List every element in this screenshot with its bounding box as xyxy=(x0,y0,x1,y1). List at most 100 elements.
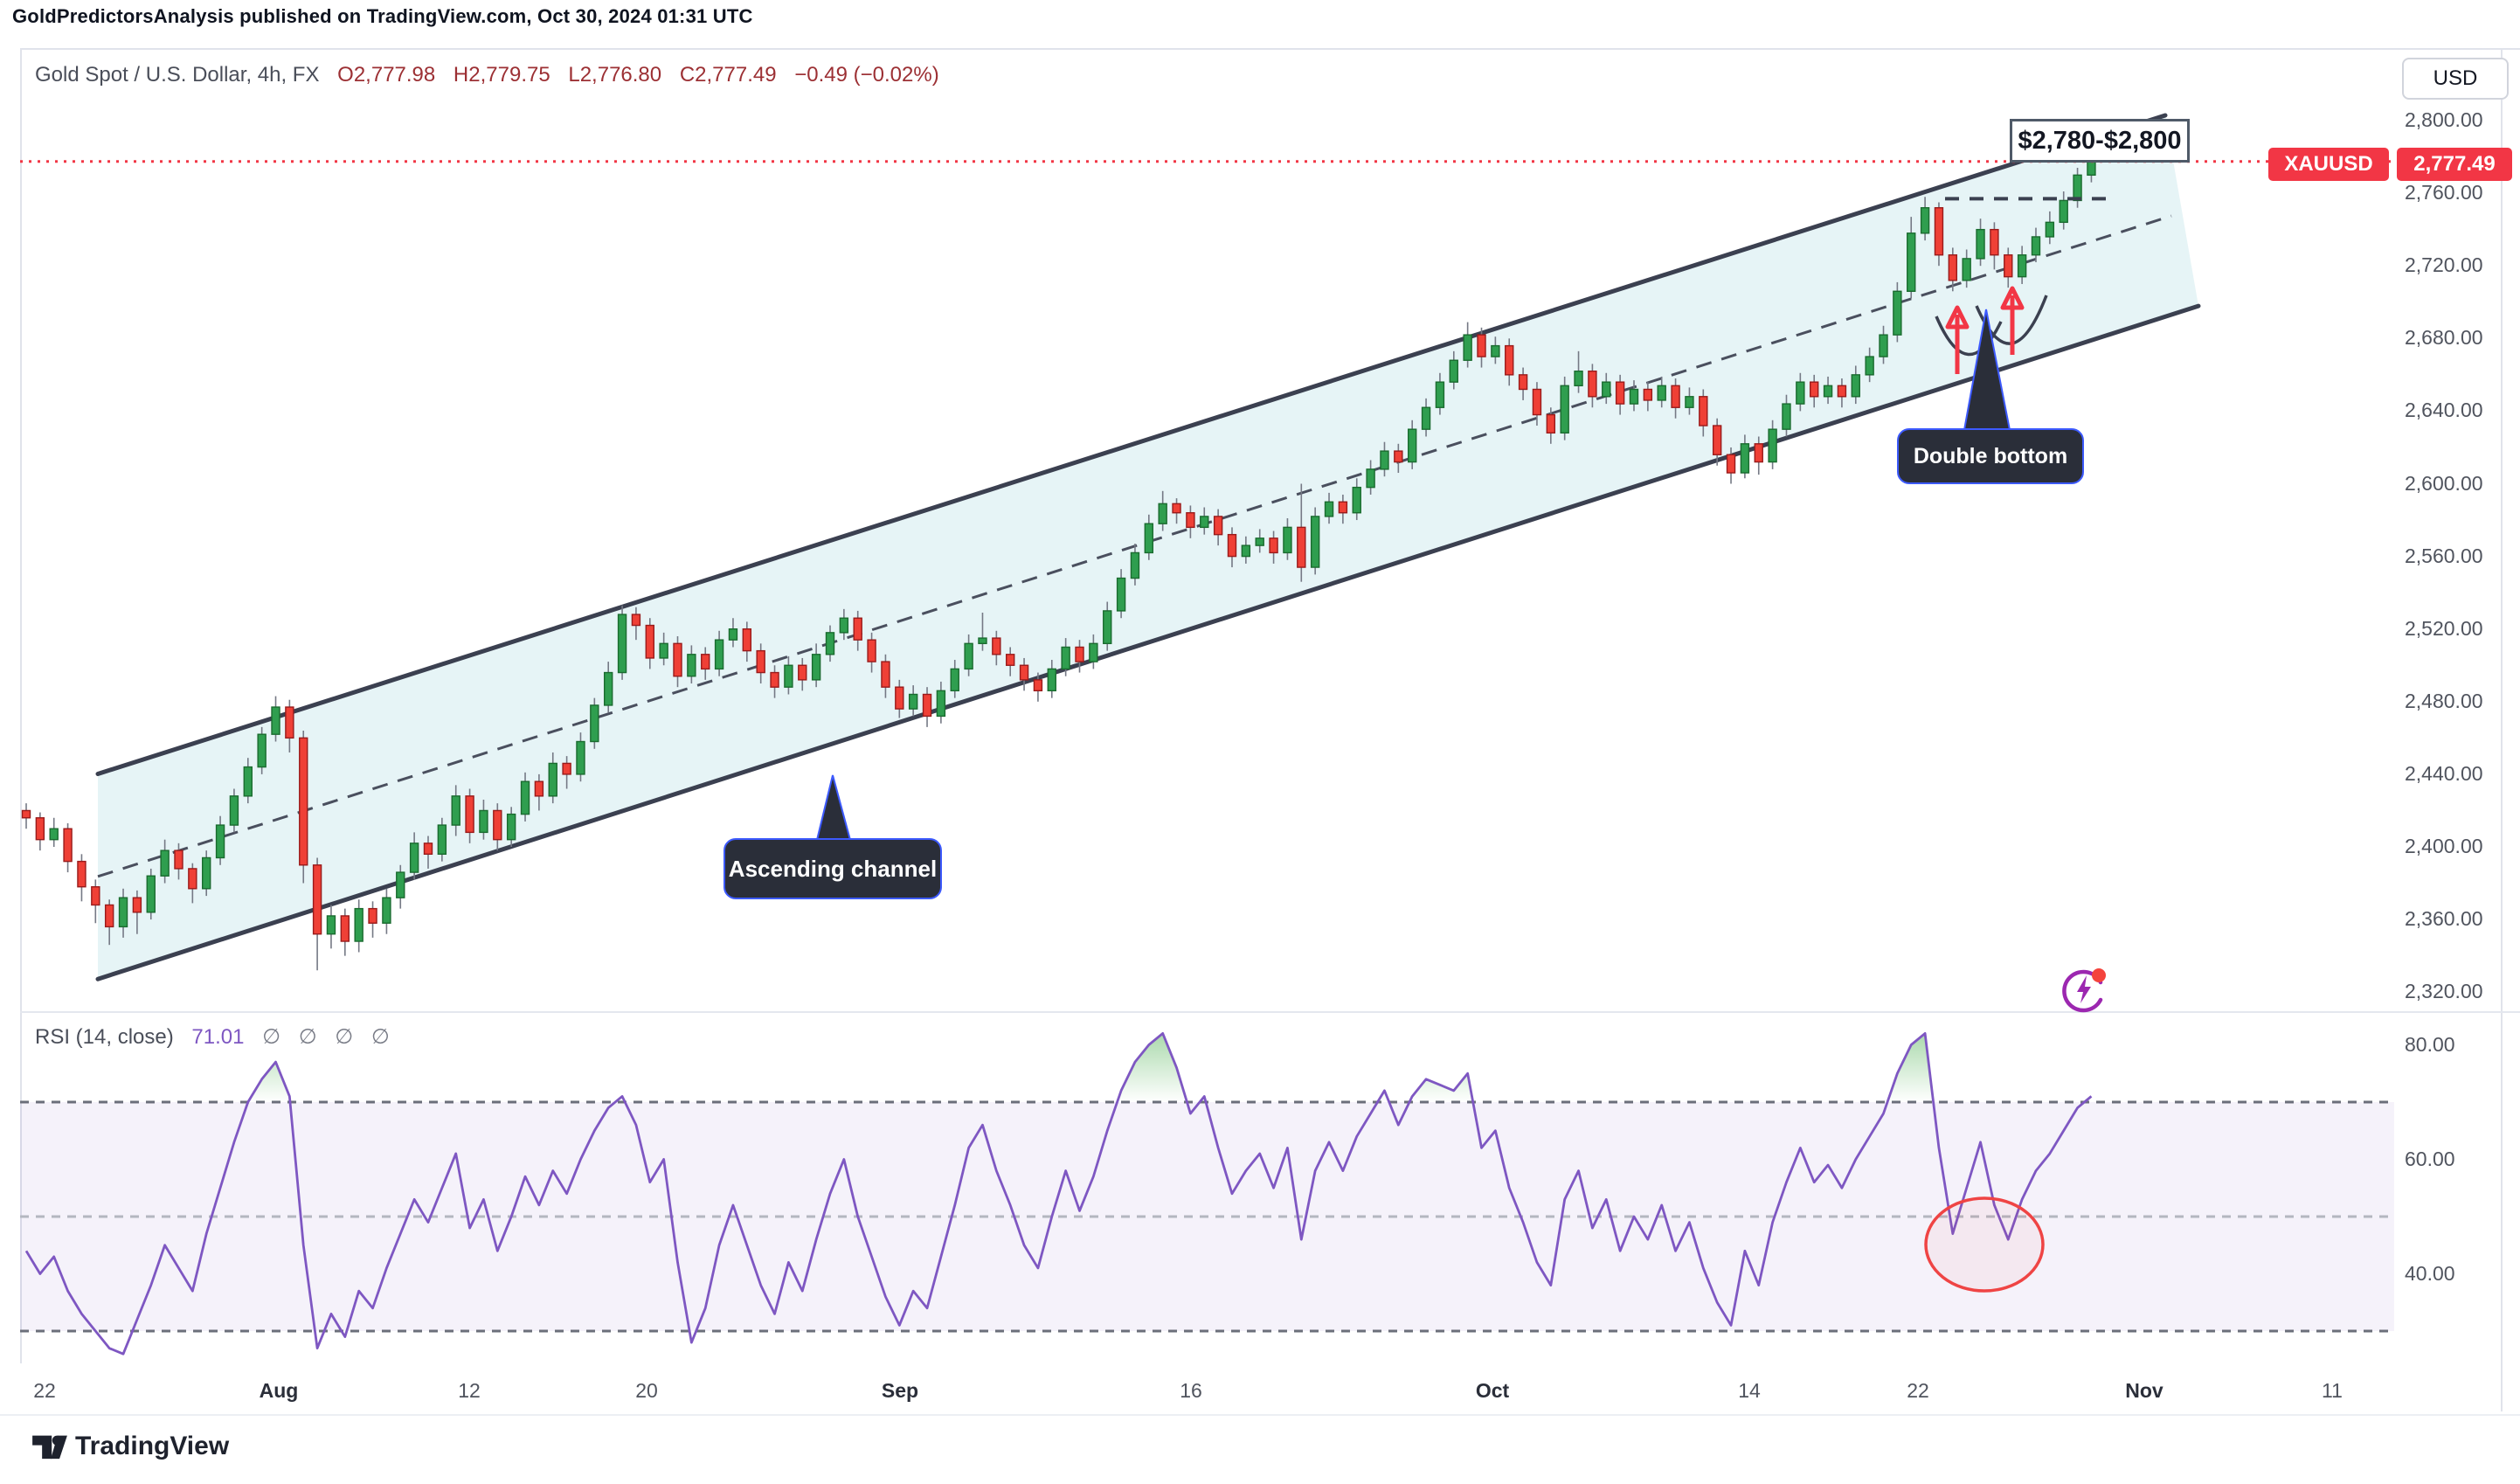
candle-up xyxy=(1047,668,1056,692)
candle-up xyxy=(1560,385,1569,434)
price-tick: 2,320.00 xyxy=(2405,980,2483,1003)
candle-down xyxy=(1505,344,1514,376)
candle-down xyxy=(1712,425,1722,455)
price-tick: 2,640.00 xyxy=(2405,399,2483,422)
candle-up xyxy=(243,766,253,797)
candle-down xyxy=(645,624,654,659)
last-price-label: 2,777.49 xyxy=(2397,148,2512,181)
candle-down xyxy=(1934,207,1944,256)
candle-down xyxy=(299,737,308,866)
candle-down xyxy=(992,637,1001,655)
ohlc-low: L2,776.80 xyxy=(568,63,662,87)
candle-up xyxy=(215,824,225,859)
candle-down xyxy=(867,639,876,662)
candle-down xyxy=(1477,334,1486,357)
candle-up xyxy=(604,671,613,706)
candle-down xyxy=(1588,370,1597,398)
candle-down xyxy=(1518,374,1528,391)
candle-down xyxy=(562,762,571,775)
attribution-bar: GoldPredictorsAnalysis published on Trad… xyxy=(0,0,2520,35)
candle-down xyxy=(1075,646,1084,662)
candle-up xyxy=(728,628,738,641)
ohlc-close: C2,777.49 xyxy=(679,63,777,87)
up-arrow-head xyxy=(1945,305,1970,329)
candle-up xyxy=(1435,381,1445,408)
candle-up xyxy=(1796,381,1805,405)
candle-up xyxy=(1144,523,1154,554)
footer-border xyxy=(0,1414,2520,1416)
ascending-channel-callout[interactable]: Ascending channel xyxy=(723,838,942,899)
candle-down xyxy=(35,817,45,841)
candle-up xyxy=(1851,374,1860,398)
tradingview-brand-text: TradingView xyxy=(75,1432,230,1460)
candle-up xyxy=(1685,396,1694,408)
candle-up xyxy=(202,856,211,890)
candle-down xyxy=(534,780,544,797)
candle-up xyxy=(1740,443,1750,474)
candle-down xyxy=(1809,381,1819,398)
candle-down xyxy=(770,671,779,688)
rsi-value: 71.01 xyxy=(191,1025,245,1049)
price-tick: 2,760.00 xyxy=(2405,181,2483,205)
time-axis[interactable] xyxy=(20,1365,2394,1411)
candle-up xyxy=(257,733,267,768)
candle-up xyxy=(354,907,363,942)
candle-down xyxy=(1546,413,1556,434)
candle-up xyxy=(1907,232,1916,292)
candle-up xyxy=(1103,610,1112,645)
rsi-legend: RSI (14, close) 71.01 ∅ ∅ ∅ ∅ xyxy=(35,1024,390,1050)
candle-up xyxy=(908,693,918,710)
candle-up xyxy=(396,871,405,898)
candle-up xyxy=(1893,290,1902,336)
candle-up xyxy=(617,614,627,674)
candle-down xyxy=(1754,443,1763,463)
candle-down xyxy=(1213,516,1223,536)
candle-down xyxy=(895,686,904,710)
rsi-title: RSI (14, close) xyxy=(35,1025,174,1049)
rsi-input-empty-icon: ∅ xyxy=(370,1025,390,1049)
candle-down xyxy=(2004,254,2013,278)
rsi-tick: 60.00 xyxy=(2405,1147,2455,1170)
time-tick: 11 xyxy=(2322,1379,2343,1402)
flash-idea-icon[interactable] xyxy=(2058,963,2110,1016)
rsi-tick: 80.00 xyxy=(2405,1032,2455,1056)
candle-up xyxy=(1421,406,1431,430)
candle-down xyxy=(798,664,807,681)
candle-down xyxy=(673,642,682,677)
candle-up xyxy=(1366,468,1375,489)
candle-down xyxy=(1726,454,1736,474)
candle-down xyxy=(1338,501,1348,514)
price-tick: 2,800.00 xyxy=(2405,108,2483,131)
candle-up xyxy=(2017,254,2027,278)
candle-up xyxy=(118,897,128,928)
candle-up xyxy=(950,668,959,692)
candle-up xyxy=(1629,388,1639,405)
candle-up xyxy=(825,632,835,655)
candle-up xyxy=(714,639,724,670)
price-tick: 2,440.00 xyxy=(2405,761,2483,785)
double-bottom-callout[interactable]: Double bottom xyxy=(1897,428,2084,484)
candle-down xyxy=(1033,679,1043,692)
candle-up xyxy=(784,664,793,688)
candle-down xyxy=(1948,254,1958,281)
currency-button[interactable]: USD xyxy=(2402,58,2509,100)
candle-up xyxy=(326,915,336,935)
candle-down xyxy=(423,843,433,856)
target-zone-box[interactable]: $2,780-$2,800 xyxy=(2010,119,2190,163)
candle-up xyxy=(964,642,973,670)
candle-up xyxy=(2087,161,2096,177)
candle-up xyxy=(160,849,170,877)
candle-up xyxy=(1657,385,1666,401)
candle-up xyxy=(437,824,447,856)
candle-down xyxy=(1006,654,1015,666)
attribution-text: GoldPredictorsAnalysis published on Trad… xyxy=(12,5,753,27)
candle-up xyxy=(2031,236,2041,256)
candle-down xyxy=(1172,503,1181,514)
target-zone-label: $2,780-$2,800 xyxy=(2018,126,2182,155)
footer: TradingView xyxy=(0,1414,2520,1484)
time-tick: 12 xyxy=(458,1379,481,1402)
candle-up xyxy=(1449,359,1458,383)
candle-up xyxy=(451,795,460,826)
candle-down xyxy=(1297,526,1306,568)
